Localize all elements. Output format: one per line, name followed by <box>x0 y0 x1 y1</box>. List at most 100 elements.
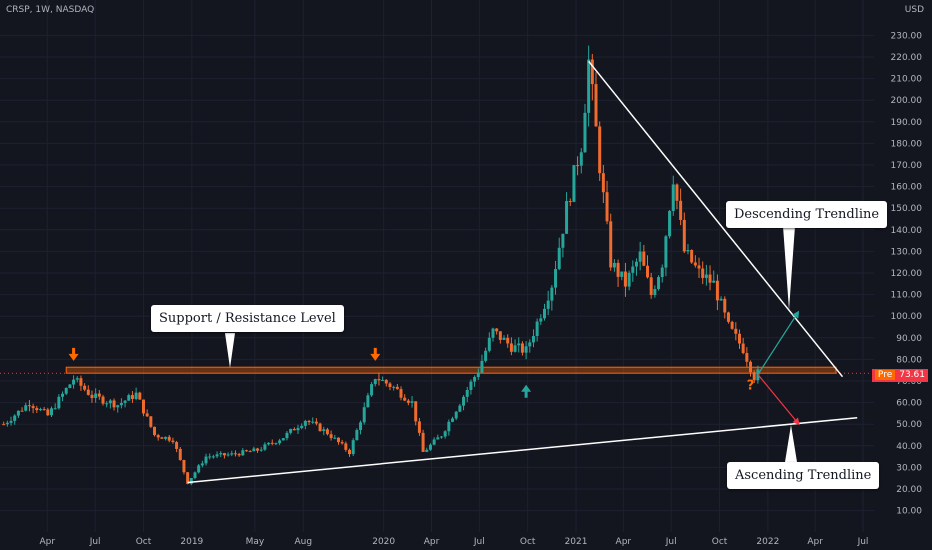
y-tick-label: 190.00 <box>891 118 923 128</box>
candle-body <box>509 343 513 352</box>
candle-body <box>97 393 101 397</box>
x-tick-label: Jul <box>473 537 485 547</box>
candle-body <box>75 378 79 380</box>
callout-pointer-support <box>225 333 235 368</box>
candle-body <box>153 426 157 436</box>
candle-body <box>388 383 392 388</box>
candle-body <box>259 449 263 451</box>
candle-body <box>447 421 451 432</box>
y-tick-label: 110.00 <box>891 291 923 301</box>
y-tick-label: 80.00 <box>896 355 922 365</box>
candle-body <box>712 280 716 283</box>
candle-body <box>749 361 753 373</box>
support-resistance-band <box>0 366 874 374</box>
candle-body <box>94 393 98 398</box>
candle-body <box>542 308 546 319</box>
candle-body <box>741 343 745 354</box>
candle-body <box>108 400 112 404</box>
candle-body <box>226 454 230 456</box>
candle-body <box>46 409 50 416</box>
candle-body <box>443 431 447 437</box>
y-tick-label: 60.00 <box>896 399 922 409</box>
x-tick-label: 2021 <box>565 537 588 547</box>
y-tick-label: 90.00 <box>896 334 922 344</box>
candle-body <box>38 409 42 411</box>
candle-body <box>406 400 410 403</box>
candle-body <box>241 450 245 456</box>
candle-body <box>186 472 190 484</box>
candle-body <box>671 184 675 211</box>
candle-body <box>601 173 605 193</box>
candle-body <box>539 318 543 322</box>
y-tick-label: 220.00 <box>891 53 923 63</box>
candle-body <box>16 410 20 416</box>
projection-up-arrow <box>757 310 800 375</box>
candle-body <box>296 428 300 431</box>
candle-body <box>300 425 304 429</box>
candle-body <box>646 265 650 278</box>
candle-body <box>473 377 477 382</box>
callout-pointer-descending <box>783 226 795 310</box>
candle-body <box>616 262 620 277</box>
callout-ascending-trendline: Ascending Trendline <box>727 462 880 489</box>
candle-body <box>270 442 274 444</box>
markers: ? <box>68 347 754 398</box>
candle-body <box>462 396 466 406</box>
candle-body <box>491 328 495 338</box>
candle-body <box>675 184 679 201</box>
candle-body <box>138 392 142 400</box>
candle-body <box>289 428 293 433</box>
candle-body <box>278 440 282 444</box>
candle-body <box>208 456 212 458</box>
x-tick-label: Aug <box>294 537 312 547</box>
candle-body <box>178 448 182 460</box>
x-tick-label: Apr <box>807 537 823 547</box>
currency-label[interactable]: USD <box>904 5 924 15</box>
candle-body <box>414 401 418 422</box>
candle-body <box>222 453 226 456</box>
candle-body <box>682 219 686 252</box>
candle-body <box>285 432 289 439</box>
candle-body <box>557 247 561 270</box>
candle-body <box>693 262 697 266</box>
candle-body <box>480 360 484 373</box>
candle-body <box>204 456 208 464</box>
candle-body <box>623 271 627 287</box>
candle-body <box>318 423 322 432</box>
candle-body <box>348 449 352 455</box>
candle-body <box>351 440 355 455</box>
trendlines <box>187 60 858 484</box>
touch-arrow-down <box>68 347 79 361</box>
candle-body <box>130 395 134 399</box>
candle-body <box>215 454 219 457</box>
candle-body <box>9 420 13 423</box>
candle-body <box>704 274 708 278</box>
candle-body <box>657 277 661 290</box>
y-tick-label: 120.00 <box>891 269 923 279</box>
candle-body <box>86 389 90 395</box>
candle-body <box>112 400 116 408</box>
candle-body <box>587 59 591 113</box>
projection-down-arrow <box>757 374 800 426</box>
candle-body <box>311 421 315 423</box>
candle-body <box>263 444 267 450</box>
y-tick-label: 20.00 <box>896 485 922 495</box>
candle-body <box>171 440 175 443</box>
candle-body <box>565 201 569 234</box>
candle-body <box>149 416 153 427</box>
candle-body <box>653 289 657 296</box>
y-tick-label: 30.00 <box>896 463 922 473</box>
candle-body <box>395 386 399 390</box>
candle-body <box>123 400 127 403</box>
candle-body <box>211 456 215 458</box>
candle-body <box>145 413 149 417</box>
candle-body <box>520 343 524 353</box>
candle-body <box>366 395 370 408</box>
candle-body <box>281 438 285 441</box>
candle-body <box>436 437 440 440</box>
candle-body <box>627 272 631 287</box>
candle-body <box>230 453 234 455</box>
y-tick-label: 70.00 <box>896 377 922 387</box>
